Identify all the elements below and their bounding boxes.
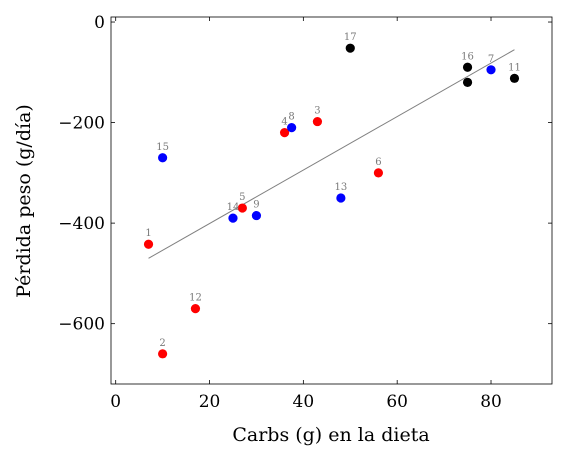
data-point (190, 303, 201, 314)
point-label: 11 (508, 62, 521, 73)
point-label: 7 (488, 54, 494, 65)
y-tick-label: −200 (58, 114, 105, 134)
data-point (462, 77, 473, 87)
x-tick-label: 60 (386, 392, 408, 412)
y-tick-label: 0 (94, 13, 105, 33)
point-label: 13 (335, 182, 348, 193)
point-label: 17 (344, 32, 357, 43)
data-point (312, 116, 323, 127)
data-point (158, 153, 168, 163)
data-point (336, 193, 346, 203)
trend-line (148, 49, 515, 259)
y-tick-label: −400 (58, 214, 105, 234)
data-point (251, 210, 262, 221)
point-label: 16 (461, 51, 474, 62)
data-point (373, 168, 384, 178)
data-point (345, 43, 355, 53)
point-label: 4 (281, 117, 287, 128)
data-point (279, 128, 290, 138)
point-label: 5 (239, 192, 245, 203)
point-label: 3 (314, 106, 320, 117)
data-point (228, 213, 238, 223)
data-point (237, 203, 247, 213)
x-tick-label: 40 (293, 392, 315, 412)
point-label: 15 (156, 142, 169, 153)
point-label: 8 (288, 112, 294, 123)
x-tick-label: 80 (480, 392, 502, 412)
x-tick-label: 0 (110, 392, 121, 412)
y-axis-title: Pérdida peso (g/día) (13, 104, 35, 298)
axes-layer: 0 20 40 60 80 0 −200 −400 −600 (58, 13, 553, 412)
data-point (158, 349, 168, 359)
x-axis-title: Carbs (g) en la dieta (232, 424, 429, 446)
x-tick-label: 20 (199, 392, 221, 412)
point-label: 1 (145, 228, 151, 239)
point-label: 12 (189, 293, 202, 304)
data-point (486, 65, 496, 75)
point-label: 6 (375, 157, 381, 168)
y-tick-label: −600 (58, 315, 105, 335)
point-label: 2 (159, 338, 165, 349)
data-point (143, 239, 154, 249)
point-label: 9 (253, 200, 259, 211)
data-point (462, 62, 473, 72)
data-point (509, 73, 520, 83)
plot-frame (110, 16, 553, 385)
point-label: 14 (227, 202, 240, 213)
data-point (287, 123, 297, 133)
